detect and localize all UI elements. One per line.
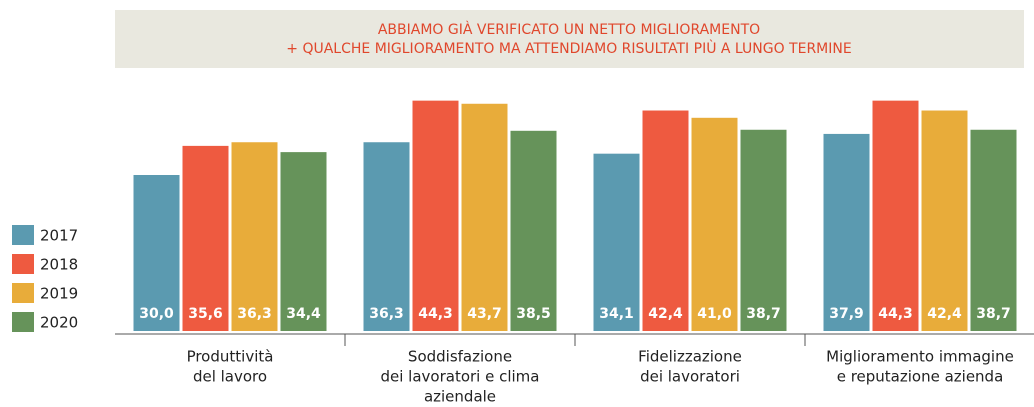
bar [593,153,640,331]
bar [823,133,870,331]
value-label: 42,4 [648,306,683,322]
value-label: 41,0 [697,306,732,322]
value-label: 37,9 [829,306,864,322]
bar [510,130,557,331]
value-label: 36,3 [369,306,404,322]
x-tick-label: Fidelizzazione [638,348,742,366]
value-label: 44,3 [418,306,453,322]
value-label: 34,4 [286,306,321,322]
bar [182,145,229,331]
value-label: 30,0 [139,306,174,322]
bar [970,129,1017,331]
legend-swatch [12,283,34,303]
bar [921,110,968,332]
x-tick-label: Produttività [187,348,274,366]
bar [461,103,508,331]
value-label: 36,3 [237,306,272,322]
x-tick-label: Miglioramento immagine [826,348,1014,366]
legend-label: 2020 [40,314,78,332]
title-banner [115,10,1024,68]
value-label: 38,5 [516,306,551,322]
bar [231,142,278,331]
value-label: 42,4 [927,306,962,322]
x-tick-label: Soddisfazione [408,348,512,366]
bar [363,142,410,331]
x-tick-label: dei lavoratori [640,368,740,386]
bar [412,100,459,331]
x-tick-label: del lavoro [193,368,267,386]
value-label: 38,7 [746,306,781,322]
legend-swatch [12,225,34,245]
value-label: 34,1 [599,306,634,322]
x-tick-label: aziendale [424,388,496,406]
bar [642,110,689,332]
chart-title: + QUALCHE MIGLIORAMENTO MA ATTENDIAMO RI… [286,39,851,57]
value-label: 38,7 [976,306,1011,322]
legend-swatch [12,312,34,332]
x-tick-label: dei lavoratori e clima [380,368,539,386]
chart-title: ABBIAMO GIÀ VERIFICATO UN NETTO MIGLIORA… [378,21,760,38]
bar [740,129,787,331]
legend-label: 2019 [40,285,78,303]
bar [280,152,327,331]
bar [691,117,738,331]
legend-label: 2018 [40,256,78,274]
bar [133,175,180,331]
value-label: 44,3 [878,306,913,322]
value-label: 43,7 [467,306,502,322]
x-tick-label: e reputazione azienda [837,368,1004,386]
bar [872,100,919,331]
value-label: 35,6 [188,306,223,322]
legend-swatch [12,254,34,274]
legend-label: 2017 [40,227,78,245]
